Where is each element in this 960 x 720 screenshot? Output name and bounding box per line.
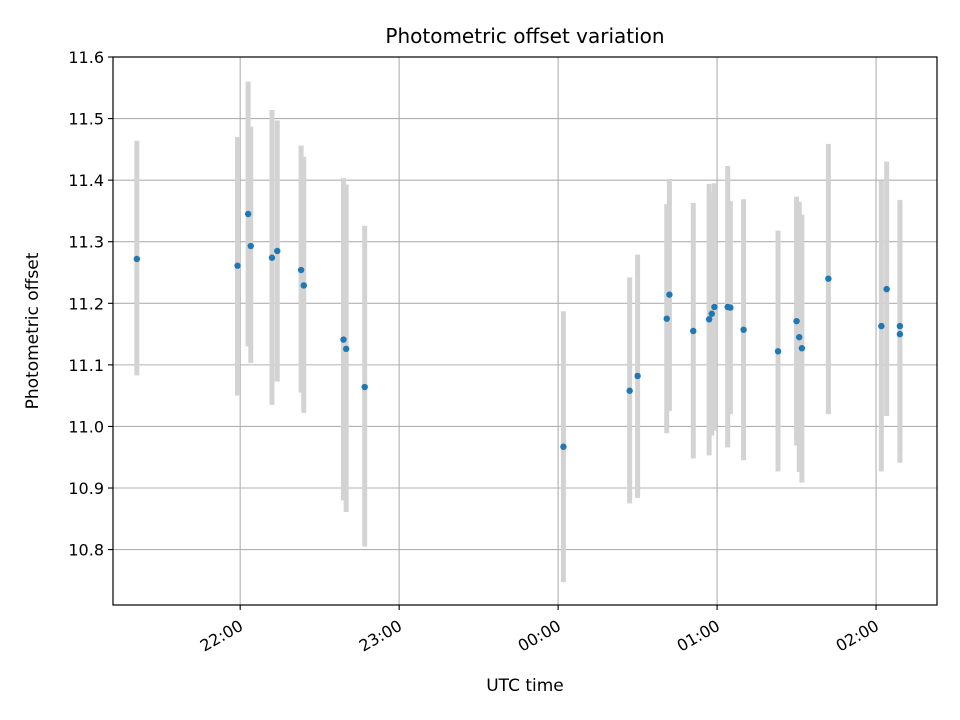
x-axis-label: UTC time — [486, 676, 564, 696]
data-point — [878, 322, 885, 330]
data-point — [247, 242, 254, 250]
data-point — [244, 210, 252, 218]
data-point — [361, 383, 368, 391]
y-tick-label: 10.8 — [68, 541, 104, 560]
data-point — [626, 387, 633, 394]
data-point — [798, 345, 806, 352]
y-tick-label: 11.3 — [68, 233, 104, 252]
data-points — [133, 210, 904, 450]
y-tick-label: 11.5 — [68, 110, 104, 129]
data-point — [297, 266, 305, 274]
data-point — [793, 317, 800, 325]
data-point — [268, 254, 276, 261]
y-tick-label: 11.6 — [68, 48, 104, 67]
data-point — [727, 304, 734, 311]
data-point — [663, 315, 670, 322]
x-tick-label: 23:00 — [356, 616, 405, 656]
plot-frame — [112, 56, 938, 606]
data-point — [896, 322, 904, 330]
chart-title: Photometric offset variation — [385, 24, 664, 48]
data-point — [705, 316, 713, 323]
data-point — [342, 345, 350, 353]
data-point — [690, 327, 697, 335]
y-axis-label: Photometric offset — [23, 252, 43, 409]
data-point — [896, 330, 904, 338]
data-point — [883, 285, 890, 293]
data-point — [666, 291, 673, 298]
data-point — [340, 336, 347, 343]
x-tick-label: 00:00 — [515, 616, 564, 656]
data-point — [708, 310, 715, 317]
y-tick-label: 11.1 — [68, 356, 104, 375]
data-point — [560, 443, 567, 450]
error-bars — [134, 81, 903, 583]
data-point — [634, 372, 641, 380]
y-tick-label: 11.2 — [68, 294, 104, 313]
y-tick-label: 11.4 — [68, 171, 104, 190]
data-point — [133, 255, 141, 263]
data-point — [796, 333, 803, 341]
y-axis: 10.8 10.9 11.0 11.1 11.2 11.3 11.4 11.5 11.6 — [68, 48, 113, 560]
data-point — [774, 348, 782, 355]
y-tick-label: 11.0 — [68, 417, 104, 436]
data-point — [711, 303, 718, 311]
data-point — [234, 262, 241, 269]
x-tick-label: 02:00 — [833, 616, 882, 656]
data-point — [740, 326, 747, 333]
data-point — [300, 282, 307, 289]
y-tick-label: 10.9 — [68, 479, 104, 498]
x-tick-label: 22:00 — [197, 616, 246, 656]
data-point — [274, 247, 281, 255]
x-axis: 22:00 23:00 00:00 01:00 02:00 — [197, 605, 882, 656]
data-point — [825, 275, 832, 282]
x-tick-label: 01:00 — [674, 616, 723, 656]
